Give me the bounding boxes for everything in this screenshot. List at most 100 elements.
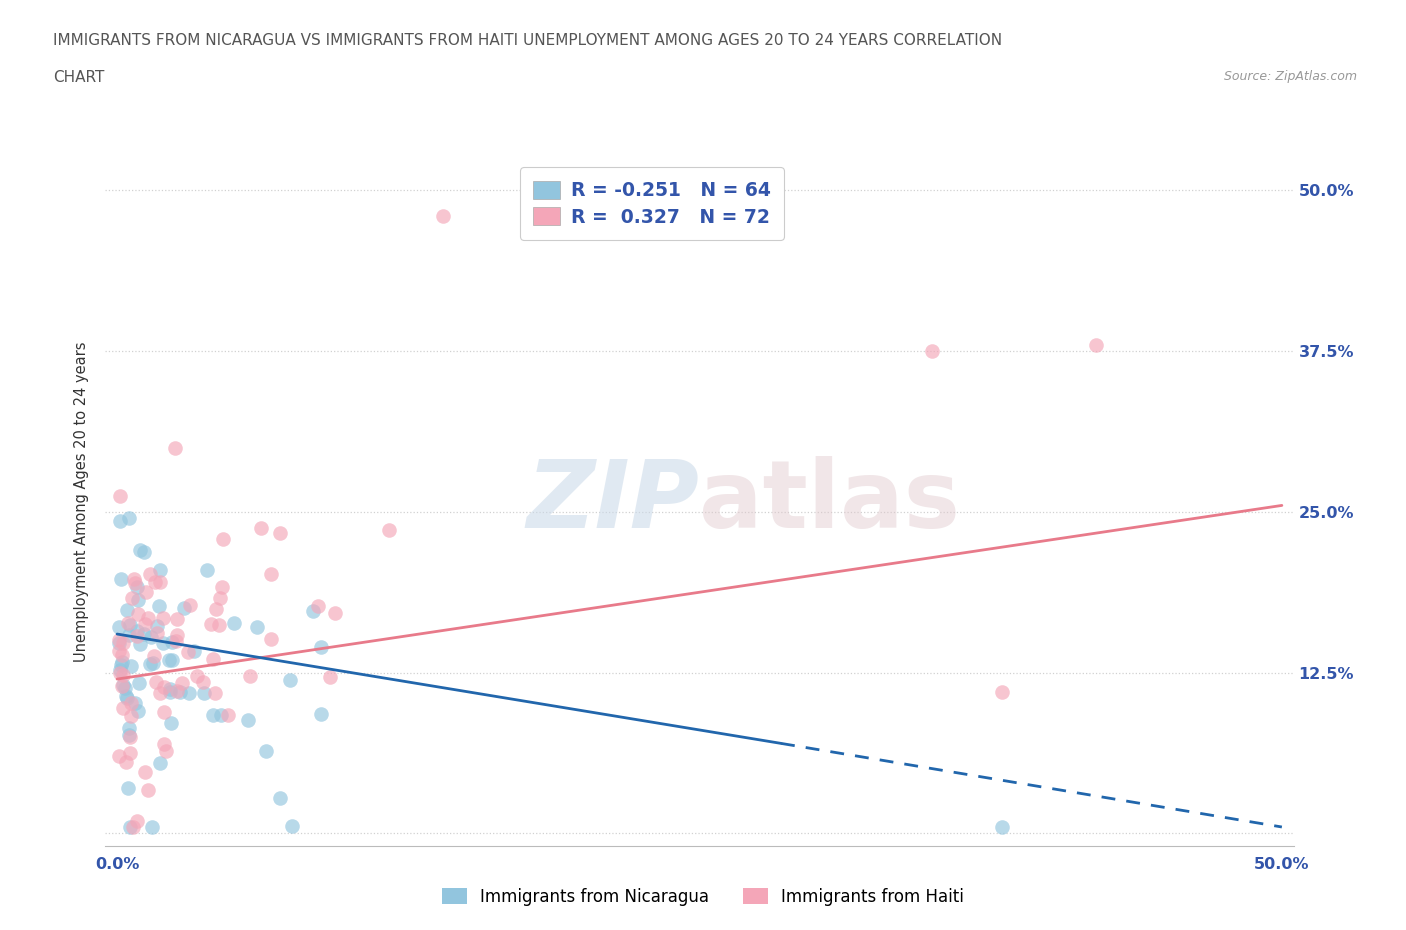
Point [1084,338,1107,352]
Point [127,623,149,638]
Point [121,819,143,834]
Point [115,688,138,703]
Point [200,617,222,631]
Point [318,670,340,684]
Point [165,440,187,455]
Point [118,511,141,525]
Point [127,814,149,829]
Point [212,531,235,546]
Point [120,730,142,745]
Point [309,640,332,655]
Point [191,674,214,689]
Point [142,648,165,663]
Point [124,576,146,591]
Point [118,618,141,632]
Point [177,685,200,700]
Point [108,748,131,763]
Point [117,616,139,631]
Point [204,685,226,700]
Point [921,343,943,358]
Point [155,744,177,759]
Point [991,819,1014,834]
Point [108,663,131,678]
Point [143,574,166,589]
Point [149,574,172,589]
Point [134,764,156,779]
Point [153,679,176,694]
Text: Source: ZipAtlas.com: Source: ZipAtlas.com [1223,70,1357,83]
Point [250,520,273,535]
Point [157,652,180,667]
Point [118,727,141,742]
Point [159,684,181,699]
Point [129,543,152,558]
Point [254,744,277,759]
Point [166,627,188,642]
Point [124,695,146,710]
Point [159,716,181,731]
Point [141,819,163,834]
Point [183,644,205,658]
Point [122,572,145,587]
Point [120,696,142,711]
Point [127,704,149,719]
Point [139,657,162,671]
Point [160,634,183,649]
Point [209,708,232,723]
Point [111,647,134,662]
Point [170,676,193,691]
Point [169,684,191,699]
Point [202,652,225,667]
Point [309,706,332,721]
Point [127,592,149,607]
Point [135,585,157,600]
Point [120,709,142,724]
Point [110,572,132,587]
Point [260,567,283,582]
Point [152,737,174,751]
Point [269,790,291,805]
Point [302,603,325,618]
Point [120,819,142,834]
Point [278,672,301,687]
Point [146,619,169,634]
Point [121,591,143,605]
Point [217,708,239,723]
Point [378,523,401,538]
Point [238,712,260,727]
Point [112,668,135,683]
Point [152,636,174,651]
Point [179,598,201,613]
Point [129,637,152,652]
Point [112,678,135,693]
Point [134,617,156,631]
Point [120,658,142,673]
Point [108,632,131,647]
Point [115,754,138,769]
Point [307,599,329,614]
Point [211,579,233,594]
Point [108,666,131,681]
Point [118,721,141,736]
Point [136,782,159,797]
Point [127,579,149,594]
Point [204,602,226,617]
Text: ZIP: ZIP [527,457,700,548]
Point [118,628,141,643]
Point [145,675,167,690]
Point [134,627,156,642]
Point [166,612,188,627]
Text: atlas: atlas [700,457,960,548]
Point [208,591,231,605]
Point [177,644,200,659]
Point [139,566,162,581]
Point [108,635,131,650]
Point [146,626,169,641]
Point [136,610,159,625]
Y-axis label: Unemployment Among Ages 20 to 24 years: Unemployment Among Ages 20 to 24 years [75,342,90,662]
Point [114,680,136,695]
Point [260,631,283,646]
Point [108,513,131,528]
Point [160,653,183,668]
Point [111,700,134,715]
